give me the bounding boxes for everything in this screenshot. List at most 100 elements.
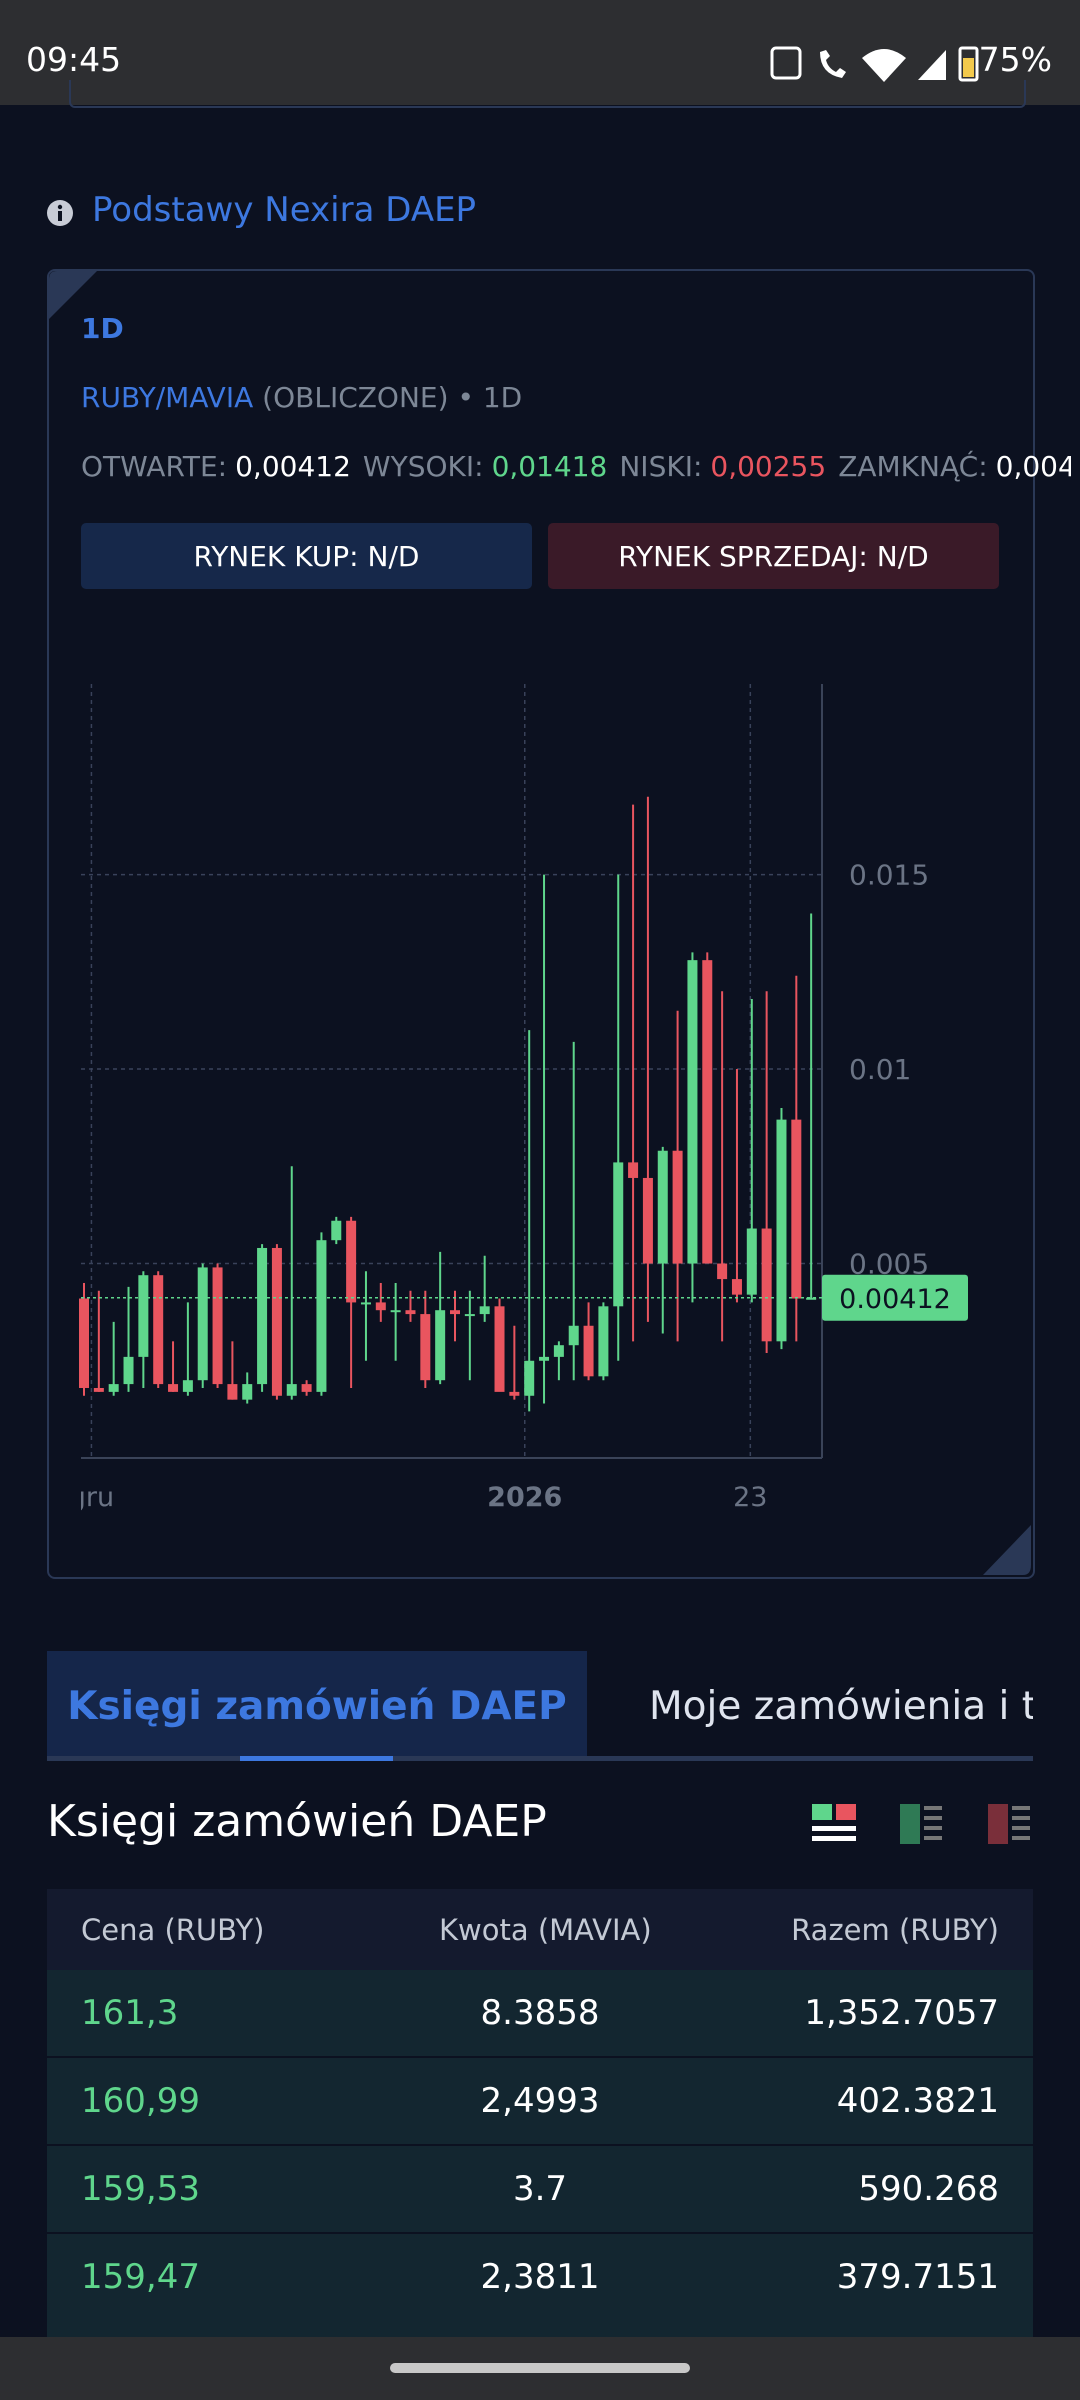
candle-body [301,1384,312,1392]
candle-body [613,1162,624,1307]
candle-body [405,1310,416,1315]
candle-body [642,1177,653,1264]
candle-body [568,1325,579,1346]
candle-body [657,1150,668,1264]
order-row: 160,99 2,4993 402.3821 [47,2058,1033,2146]
tab-underline [47,1756,1033,1761]
candle-body [360,1302,371,1305]
candle-body [464,1314,475,1317]
candle-body [153,1275,164,1385]
ohlc-label: ZAMKNĄĆ: [838,450,988,483]
candle-body [346,1220,357,1303]
pair-interval: • 1D [457,381,523,414]
amount: 3.7 [512,2169,568,2209]
amount: 8.3858 [480,1993,600,2033]
amount: 2,3811 [480,2257,600,2297]
table-header: Cena (RUBY) Kwota (MAVIA) Razem (RUBY) [47,1889,1033,1970]
battery-level: 75% [978,40,1052,79]
candle-body [524,1360,535,1396]
ohlc-value: 0,00412 [995,450,1071,483]
candle-body [479,1306,490,1315]
candle-body [390,1310,401,1313]
buy-button[interactable]: RYNEK KUP: N/D [81,523,532,589]
prev-panel-edge [69,80,1026,108]
candle-body [331,1220,342,1241]
candle-body [731,1279,742,1295]
candle-body [791,1119,802,1299]
candle-body [257,1247,268,1385]
info-icon [47,200,73,226]
tab-active[interactable]: Księgi zamówień DAEP [47,1651,587,1761]
candle-body [628,1162,639,1178]
view-toggles [812,1804,1030,1844]
last-price-label: 0.00412 [839,1284,951,1315]
total: 402.3821 [836,2081,999,2121]
total: 379.7151 [836,2257,999,2297]
candle-body [242,1384,253,1400]
interval: 1D [81,312,124,345]
candle-body [672,1150,683,1264]
price: 159,47 [81,2257,200,2297]
candle-body [138,1275,149,1357]
amount: 2,4993 [480,2081,600,2121]
clock: 09:45 [26,40,122,79]
column-header: Razem (RUBY) [791,1913,999,1947]
candle-body [702,960,713,1264]
battery-icon [958,46,979,82]
candle-body [494,1306,505,1392]
order-row: 159,47 2,3811 379.7151 [47,2234,1033,2322]
order-row: 161,3 8.3858 1,352.7057 [47,1970,1033,2058]
x-tick-label: gru [69,1482,114,1513]
candle-body [746,1228,757,1295]
candle-body [583,1325,594,1377]
candle-body [212,1267,223,1385]
candle-body [93,1387,104,1392]
price: 159,53 [81,2169,200,2209]
ohlc-value: 0,00255 [710,450,827,483]
candle-body [271,1247,282,1396]
candle-body [123,1356,134,1385]
pair-row: RUBY/MAVIA (OBLICZONE) • 1D [81,381,522,414]
candle-body [450,1310,460,1315]
nav-bar [0,2337,1080,2400]
last-price-box [822,1274,968,1321]
home-handle [390,2363,690,2373]
candle-body [539,1356,550,1361]
ohlc-label: WYSOKI: [362,450,484,483]
ohlc-value: 0,01418 [491,450,608,483]
column-header: Kwota (MAVIA) [439,1913,652,1947]
candle-body [286,1384,297,1396]
price: 160,99 [81,2081,200,2121]
tab-indicator [240,1756,393,1761]
candle-body [197,1267,208,1381]
y-tick-label: 0.01 [849,1053,911,1086]
panel-corners [49,271,1031,1575]
tab[interactable]: Moje zamówienia i transakcje [649,1683,1033,1729]
candle-body [776,1119,787,1342]
chart-panel [47,269,1035,1579]
candle-body [227,1384,238,1400]
candle-body [761,1228,772,1342]
candle-body [108,1384,119,1392]
candle-body [687,960,698,1264]
candle-body [717,1263,728,1280]
ohlc-row: OTWARTE: 0,00412 WYSOKI: 0,01418 NISKI: 0,002… [81,450,1071,483]
column-header: Cena (RUBY) [81,1913,265,1947]
candle-body [509,1391,520,1396]
ohlc-label: NISKI: [619,450,703,483]
x-tick-label: 23 [733,1482,767,1513]
candle-body [316,1240,327,1392]
status-bar: 09:45 75% [0,0,1080,105]
sell-button[interactable]: RYNEK SPRZEDAJ: N/D [548,523,999,589]
candle-body [182,1380,193,1392]
section-title: Podstawy Nexira DAEP [92,190,477,230]
candle-body [420,1314,431,1381]
candle-body [168,1384,179,1392]
total: 1,352.7057 [804,1993,999,2033]
calc: (OBLICZONE) [262,381,449,414]
candle-body [806,1297,817,1300]
order-row: 159,53 3.7 590.268 [47,2146,1033,2234]
ohlc-value: 0,00412 [235,450,351,483]
